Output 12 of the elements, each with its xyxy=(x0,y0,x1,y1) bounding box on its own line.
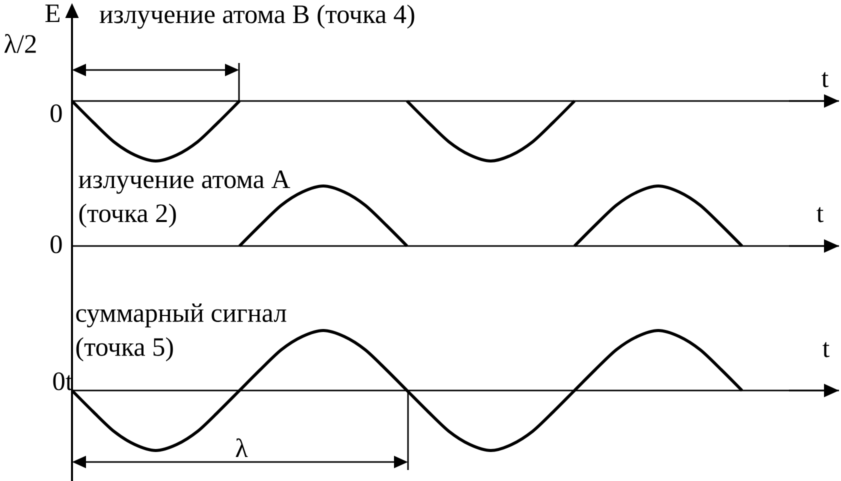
x-axis-title: t xyxy=(816,207,824,222)
x-axis-title: t xyxy=(822,72,829,88)
y-axis-title: E xyxy=(45,4,60,22)
text: λ/2 xyxy=(4,34,36,53)
chart-title: суммарный сигнал (точка 5) xyxy=(76,304,286,362)
annotation: λ xyxy=(236,438,248,457)
chart-title: излучение атома А (точка 2) xyxy=(78,170,290,228)
annotation: 0t xyxy=(53,372,73,390)
annotation: 0 xyxy=(50,104,62,122)
x-axis-title: t xyxy=(822,342,830,358)
annotation: 0 xyxy=(50,235,62,254)
chart-title: излучение атома В (точка 4) xyxy=(100,4,414,29)
